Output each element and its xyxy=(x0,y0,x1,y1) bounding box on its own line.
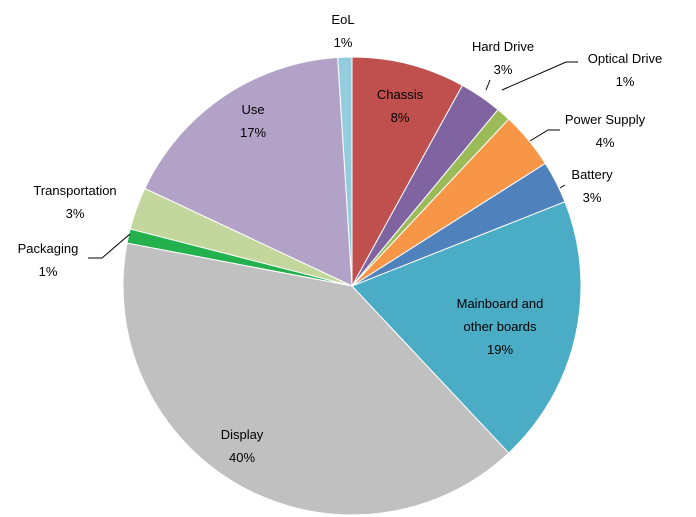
slice-label: EoL 1% xyxy=(331,8,354,54)
slice-label: Hard Drive 3% xyxy=(472,35,534,81)
value-label: 1% xyxy=(615,74,635,89)
value-label: 17% xyxy=(239,125,267,140)
slice-label: Chassis 8% xyxy=(377,83,423,129)
category-label: Packaging xyxy=(17,241,79,256)
category-label: Display xyxy=(220,427,264,442)
slice-label: Display 40% xyxy=(221,423,264,469)
slice-label: Power Supply 4% xyxy=(565,108,645,154)
category-label: Transportation xyxy=(33,183,117,198)
pie-slice xyxy=(351,201,582,454)
category-label: Use xyxy=(241,102,265,117)
value-label: 4% xyxy=(595,135,615,150)
value-label: 3% xyxy=(582,190,602,205)
slice-label: Mainboard and other boards 19% xyxy=(445,292,555,361)
slice-label: Packaging 1% xyxy=(18,237,79,283)
category-label: Optical Drive xyxy=(587,51,663,66)
category-label: Mainboard and other boards xyxy=(456,296,544,334)
value-label: 19% xyxy=(486,342,514,357)
leader-line xyxy=(501,61,578,91)
value-label: 3% xyxy=(65,206,85,221)
slice-label: Transportation 3% xyxy=(33,179,116,225)
value-label: 1% xyxy=(38,264,58,279)
pie-slice xyxy=(144,56,353,287)
slice-label: Use 17% xyxy=(240,98,266,144)
category-label: Hard Drive xyxy=(471,39,535,54)
value-label: 8% xyxy=(390,110,410,125)
category-label: Chassis xyxy=(376,87,424,102)
leader-line xyxy=(559,184,566,189)
pie-slice xyxy=(122,242,510,516)
category-label: Battery xyxy=(571,167,613,182)
leader-line xyxy=(485,79,491,91)
leader-line xyxy=(529,129,560,142)
category-label: Power Supply xyxy=(564,112,646,127)
pie-slice xyxy=(351,56,464,287)
slice-label: Optical Drive 1% xyxy=(588,47,662,93)
value-label: 3% xyxy=(493,62,513,77)
leader-line xyxy=(88,233,131,259)
category-label: EoL xyxy=(331,12,355,27)
slice-label: Battery 3% xyxy=(571,163,612,209)
value-label: 40% xyxy=(228,450,256,465)
value-label: 1% xyxy=(333,35,353,50)
